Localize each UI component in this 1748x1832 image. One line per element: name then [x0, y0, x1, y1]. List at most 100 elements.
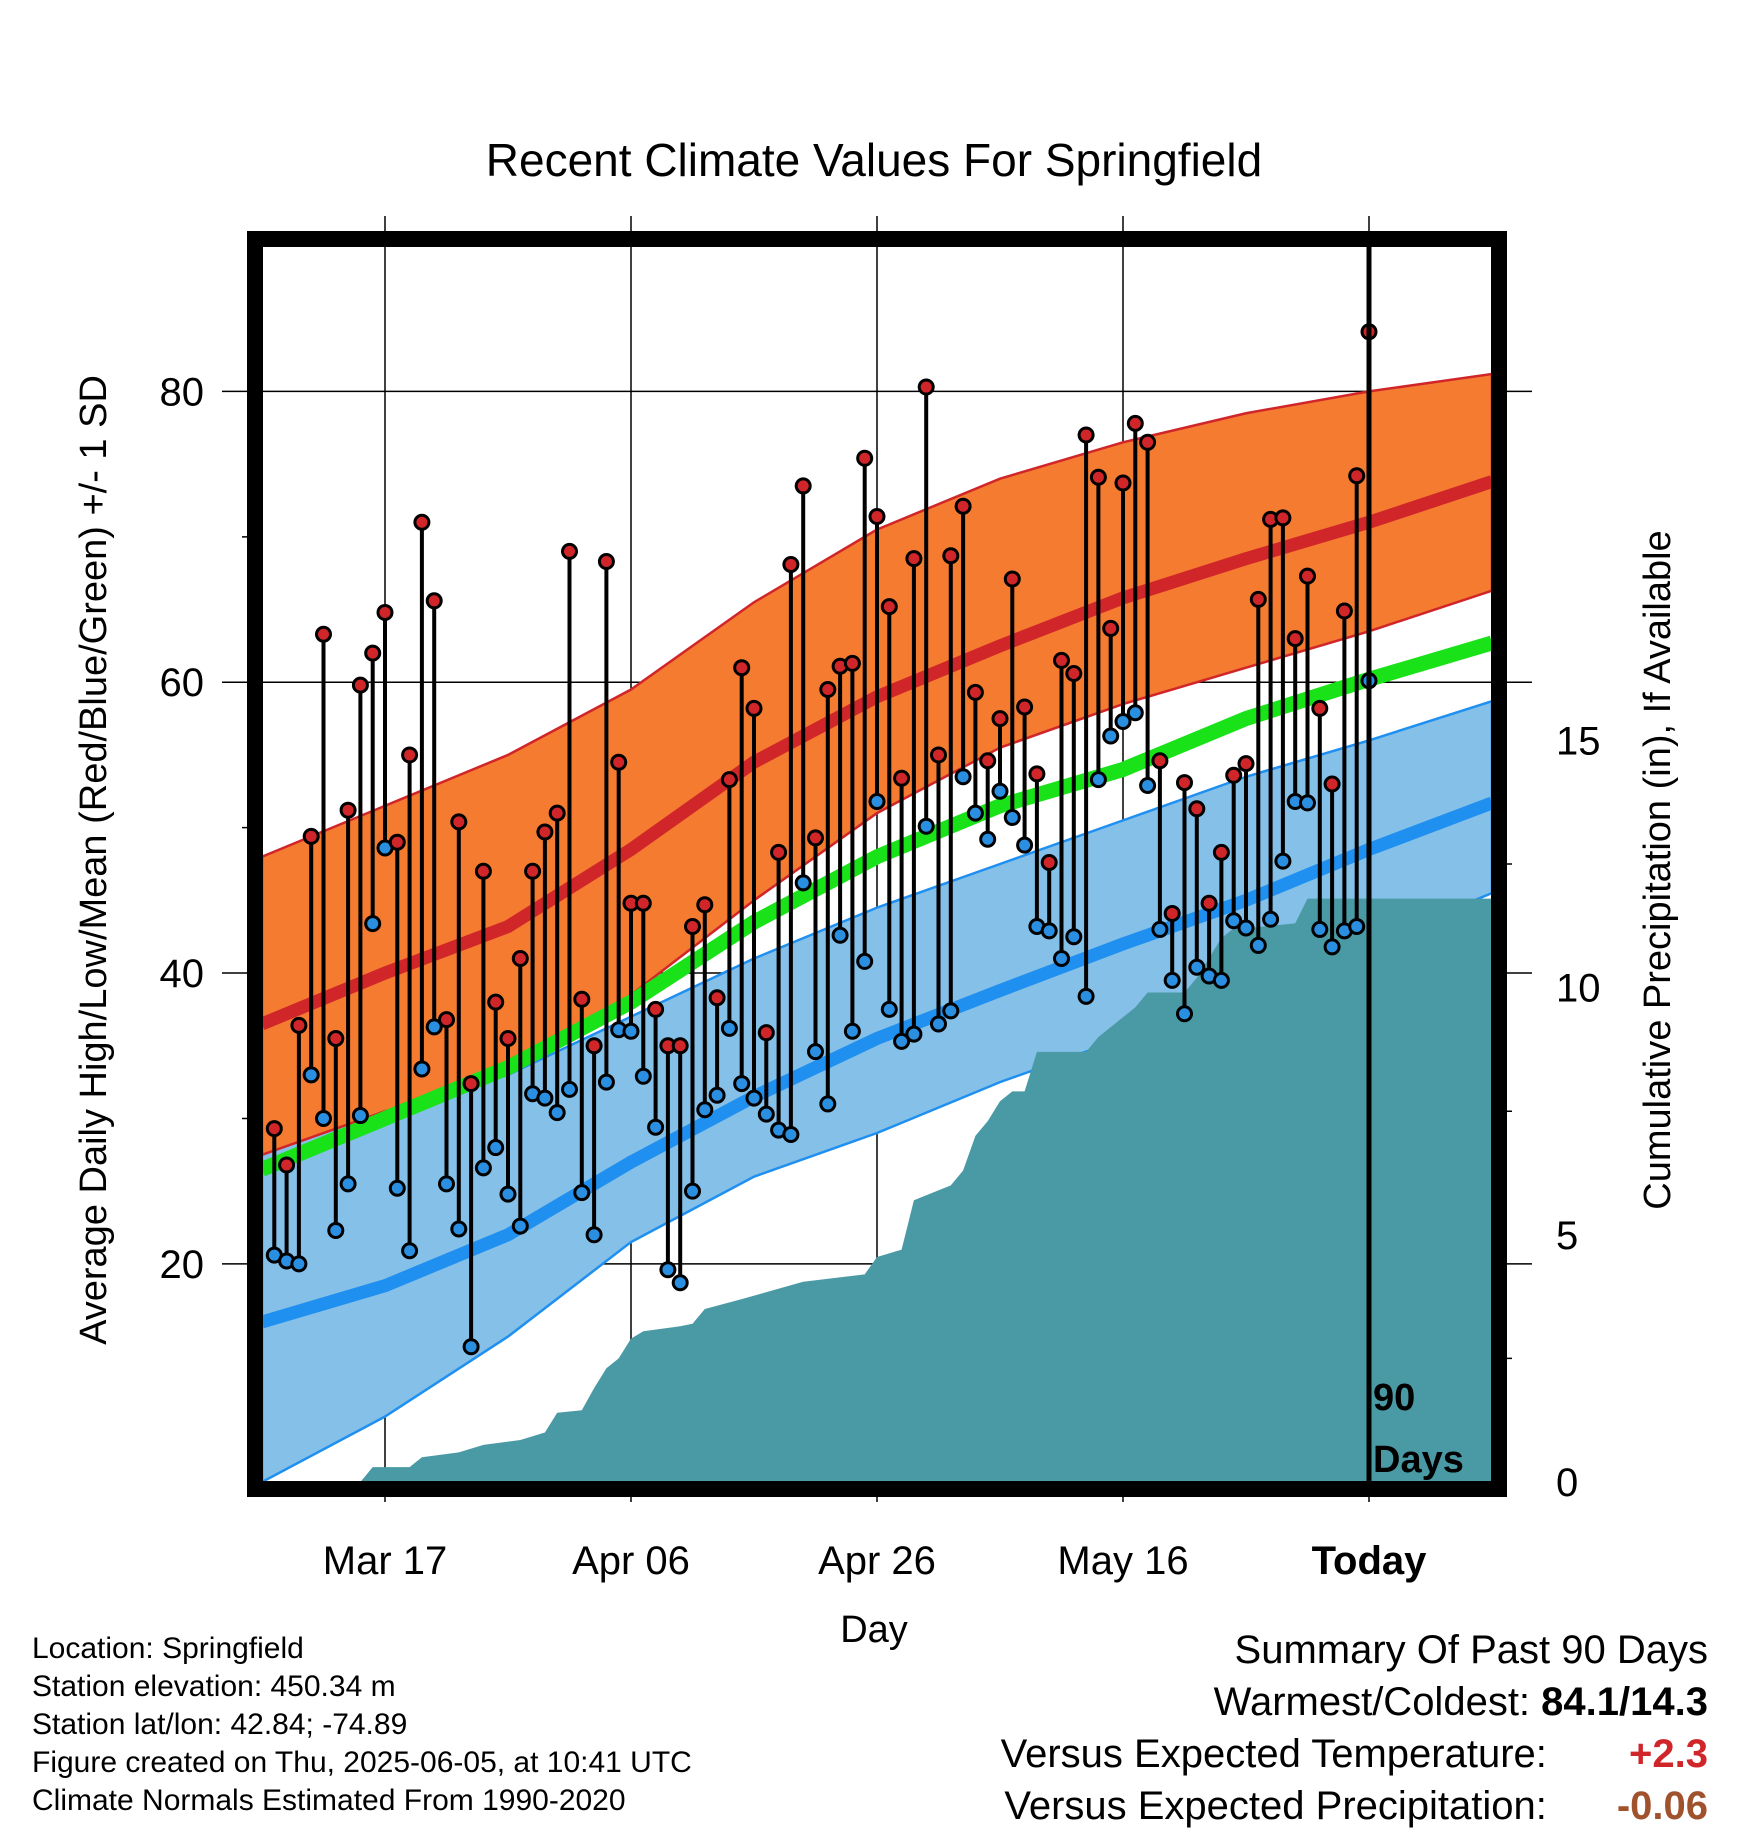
temp-anomaly-label: Versus Expected Temperature: — [1000, 1732, 1547, 1776]
daily-low-point — [1077, 987, 1095, 1005]
created-text: Figure created on Thu, 2025-06-05, at 10… — [32, 1746, 692, 1779]
precip-area — [262, 898, 1492, 1482]
daily-low-point — [819, 1095, 837, 1113]
daily-low-point — [1065, 928, 1083, 946]
daily-high-point — [966, 683, 984, 701]
daily-low-point — [327, 1221, 345, 1239]
daily-high-point — [487, 993, 505, 1011]
daily-high-point — [561, 542, 578, 560]
daily-high-point — [782, 555, 800, 573]
daily-low-point — [684, 1182, 701, 1200]
y-axis-label: Average Daily High/Low/Mean (Red/Blue/Gr… — [73, 375, 115, 1345]
daily-high-point — [757, 1024, 775, 1042]
precip-anomaly-value: -0.06 — [1616, 1784, 1708, 1828]
daily-high-point — [1053, 651, 1070, 669]
daily-low-point — [917, 817, 935, 835]
y-tick-label: 60 — [160, 661, 205, 705]
daily-high-point — [1139, 433, 1157, 451]
daily-low-point — [1139, 776, 1157, 794]
daily-high-point — [930, 746, 947, 764]
daily-low-point — [696, 1101, 714, 1119]
daily-low-point — [315, 1109, 332, 1127]
daily-high-point — [1237, 755, 1255, 773]
summary-warmest-row: Warmest/Coldest: 84.1/14.3 — [1001, 1676, 1708, 1728]
daily-low-point — [757, 1105, 775, 1123]
normals-text: Climate Normals Estimated From 1990-2020 — [32, 1784, 626, 1817]
daily-high-point — [376, 603, 394, 621]
daily-low-point — [634, 1067, 652, 1085]
daily-high-point — [610, 753, 628, 771]
daily-low-point — [1016, 836, 1034, 854]
daily-high-point — [843, 654, 861, 672]
daily-low-point — [302, 1066, 320, 1084]
daily-high-point — [1212, 843, 1230, 861]
daily-high-point — [499, 1029, 517, 1047]
daily-high-point — [1200, 894, 1218, 912]
daily-high-point — [265, 1120, 283, 1138]
x-tick-label: Apr 26 — [818, 1539, 936, 1583]
daily-high-point — [634, 894, 652, 912]
daily-high-point — [278, 1156, 296, 1174]
daily-high-point — [1274, 509, 1292, 527]
daily-high-point — [474, 862, 492, 880]
daily-high-point — [290, 1016, 308, 1034]
daily-low-point — [1126, 704, 1144, 722]
daily-low-point — [573, 1184, 591, 1202]
y2-axis-label: Cumulative Precipitation (in), If Availa… — [1637, 530, 1679, 1209]
daily-high-point — [388, 833, 406, 851]
daily-low-point — [930, 1015, 947, 1033]
daily-high-point — [450, 813, 468, 831]
daily-high-point — [585, 1037, 603, 1055]
y-tick-label: 20 — [160, 1243, 205, 1287]
daily-high-point — [720, 771, 738, 789]
temp-anomaly-value: +2.3 — [1629, 1732, 1708, 1776]
daily-low-point — [942, 1002, 960, 1020]
daily-low-point — [991, 782, 1009, 800]
daily-low-point — [622, 1022, 640, 1040]
daily-high-point — [671, 1037, 689, 1055]
daily-high-point — [1028, 765, 1046, 783]
daily-high-point — [917, 378, 935, 396]
daily-high-point — [573, 990, 591, 1008]
daily-high-point — [1102, 619, 1120, 637]
daily-low-point — [868, 792, 886, 810]
summary-heading: Summary Of Past 90 Days — [1234, 1628, 1708, 1672]
daily-low-point — [425, 1018, 443, 1036]
daily-high-point — [1114, 474, 1132, 492]
daily-high-point — [1003, 570, 1021, 588]
daily-high-point — [1299, 567, 1316, 585]
daily-low-point — [1249, 936, 1267, 954]
latlon-text: Station lat/lon: 42.84; -74.89 — [32, 1708, 408, 1741]
daily-high-point — [733, 659, 751, 677]
daily-low-point — [450, 1220, 468, 1238]
daily-high-point — [770, 843, 788, 861]
daily-low-point — [351, 1107, 369, 1125]
summary-temp-row: Versus Expected Temperature: +2.3 — [1001, 1728, 1708, 1780]
daily-high-point — [536, 823, 554, 841]
daily-low-point — [1176, 1005, 1193, 1023]
daily-high-point — [708, 989, 726, 1007]
daily-low-point — [401, 1242, 419, 1260]
summary-precip-row: Versus Expected Precipitation: -0.06 — [1001, 1780, 1708, 1832]
daily-low-point — [364, 915, 382, 933]
plot-area: 90 Days 20 40 60 80 0 5 10 15 Mar 17 Apr 06 Apr 26 Ma… — [160, 216, 1601, 1583]
daily-low-point — [1188, 958, 1206, 976]
daily-low-point — [1102, 727, 1120, 745]
daily-low-point — [1003, 808, 1021, 826]
daily-high-point — [1176, 774, 1193, 792]
daily-low-point — [671, 1274, 689, 1292]
location-text: Location: Springfield — [32, 1632, 304, 1665]
daily-low-point — [807, 1043, 824, 1061]
daily-high-point — [438, 1011, 455, 1029]
daily-low-point — [720, 1019, 738, 1037]
daily-low-point — [1348, 918, 1366, 936]
station-metadata: Location: Springfield Station elevation:… — [32, 1630, 692, 1820]
warmest-label: Warmest/Coldest: — [1213, 1680, 1531, 1724]
daily-low-point — [708, 1086, 726, 1104]
precip-anomaly-label: Versus Expected Precipitation: — [1004, 1784, 1547, 1828]
daily-high-point — [905, 550, 923, 568]
daily-high-point — [696, 896, 714, 914]
daily-high-point — [1089, 468, 1107, 486]
daily-high-point — [327, 1029, 345, 1047]
y-tick-label: 40 — [160, 952, 205, 996]
